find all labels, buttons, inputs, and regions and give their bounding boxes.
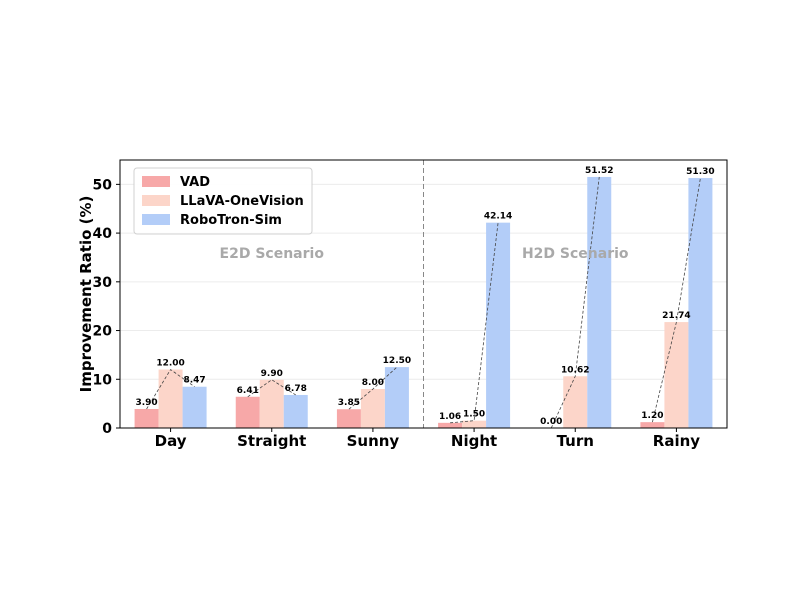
data-label: 6.78	[285, 384, 307, 394]
legend-label: RoboTron-Sim	[180, 213, 282, 228]
scenario-labels: E2D Scenario H2D Scenario	[220, 246, 629, 262]
x-tick-label: Turn	[557, 432, 594, 450]
bar-vad-night	[438, 422, 463, 428]
trend-line-sunny	[348, 366, 398, 410]
data-label: 8.47	[183, 376, 205, 386]
bar-robotron-sim-straight	[283, 394, 308, 428]
bar-robotron-sim-day	[182, 386, 207, 428]
trend-line-rainy	[652, 177, 701, 423]
legend-box	[133, 167, 313, 235]
data-label: 6.41	[237, 386, 259, 396]
data-label: 12.50	[383, 356, 411, 366]
y-axis: 0 10 20 30 40 50	[93, 177, 120, 437]
y-tick-label: 0	[102, 421, 112, 437]
x-tick-label: Sunny	[347, 432, 400, 450]
trend-line-night	[450, 222, 499, 424]
legend-swatch	[142, 214, 170, 225]
bars	[134, 176, 713, 428]
x-tick-label: Day	[155, 432, 187, 450]
legend-swatch	[142, 176, 170, 187]
y-tick-label: 40	[93, 226, 113, 242]
trend-lines	[146, 176, 701, 429]
bar-llava-onevision-day	[158, 369, 183, 428]
bar-robotron-sim-night	[486, 222, 511, 428]
data-label: 10.62	[561, 365, 589, 375]
y-tick-label: 20	[93, 324, 113, 340]
x-axis: Day Straight Sunny Night Turn Rainy	[155, 428, 700, 450]
x-tick-label: Night	[451, 432, 497, 450]
bar-llava-onevision-turn	[563, 376, 588, 428]
bar-vad-straight	[235, 396, 260, 428]
y-axis-label: Improvement Ratio (%)	[77, 196, 95, 393]
bar-vad-day	[134, 408, 159, 428]
x-tick-label: Straight	[237, 432, 306, 450]
y-tick-label: 30	[93, 275, 113, 291]
bar-robotron-sim-rainy	[688, 178, 713, 428]
legend: VAD LLaVA-OneVision RoboTron-Sim	[133, 167, 313, 235]
data-label: 21.74	[662, 311, 690, 321]
bar-llava-onevision-night	[462, 420, 487, 428]
bar-llava-onevision-straight	[259, 379, 284, 428]
legend-label: LLaVA-OneVision	[180, 194, 304, 209]
data-label: 3.90	[135, 398, 157, 408]
data-label: 1.50	[463, 410, 485, 420]
data-label: 9.90	[261, 369, 283, 379]
bar-robotron-sim-sunny	[384, 367, 409, 428]
region-label: H2D Scenario	[522, 246, 629, 262]
data-label: 1.06	[439, 412, 461, 422]
data-label: 51.30	[686, 167, 714, 177]
data-label: 3.85	[338, 398, 360, 408]
trend-line-turn	[550, 176, 600, 429]
plot-frame	[119, 159, 728, 429]
data-label: 51.52	[585, 166, 613, 176]
data-label: 0.00	[540, 417, 562, 427]
bar-vad-sunny	[336, 409, 361, 428]
y-tick-label: 50	[93, 177, 113, 193]
data-label: 8.00	[362, 378, 384, 388]
data-label: 42.14	[484, 212, 512, 222]
x-tick-label: Rainy	[653, 432, 700, 450]
legend-label: VAD	[180, 175, 210, 190]
legend-swatch	[142, 195, 170, 206]
bar-robotron-sim-turn	[587, 176, 612, 428]
bar-vad-rainy	[640, 422, 665, 428]
bar-llava-onevision-sunny	[360, 389, 385, 428]
data-labels: 3.90 12.00 8.47 6.419.906.78 3.858.00 12.50 1.…	[135, 166, 714, 427]
data-label: 1.20	[641, 411, 663, 421]
bar-llava-onevision-rainy	[664, 322, 689, 428]
y-tick-label: 10	[93, 372, 113, 388]
trend-line-day	[146, 368, 195, 410]
data-label: 12.00	[156, 359, 184, 369]
region-label: E2D Scenario	[220, 246, 325, 262]
